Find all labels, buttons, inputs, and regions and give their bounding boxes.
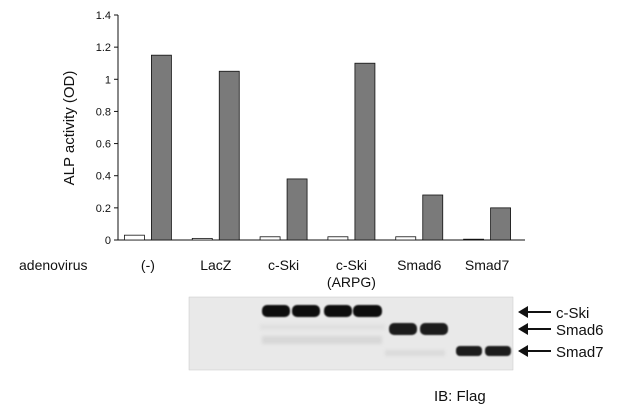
bar-series2-3 xyxy=(354,62,376,241)
category-axis-label: adenovirus xyxy=(19,257,88,273)
y-tick-label: 0.4 xyxy=(96,171,111,183)
bar-series1-2 xyxy=(259,236,281,241)
category-label: (-) xyxy=(141,257,155,273)
bar-series2-2 xyxy=(286,178,308,241)
category-labels: (-) LacZ c-Ski c-Ski (ARPG) Smad6 Smad7 xyxy=(141,257,510,290)
category-label: Smad6 xyxy=(397,257,442,273)
y-tick-label: 1 xyxy=(105,74,111,86)
bar-series1-1 xyxy=(191,237,213,241)
y-tick-label: 0.2 xyxy=(96,203,111,215)
arrow-left-icon xyxy=(518,306,551,318)
band-smad7-lane10 xyxy=(485,346,511,356)
y-tick-label: 0 xyxy=(105,235,111,247)
band-smad6-lane7 xyxy=(389,323,417,335)
blot-label-smad7: Smad7 xyxy=(556,344,604,361)
y-axis-label: ALP activity (OD) xyxy=(61,71,78,186)
bar-series2-4 xyxy=(422,194,444,241)
category-label: Smad7 xyxy=(465,257,510,273)
band-smad7-lane9 xyxy=(456,346,482,356)
band-c-ski-lane4 xyxy=(292,305,320,317)
bar-chart: ALP activity (OD) 0 0.2 0.4 0.6 0.8 1 1.2 1.4 a… xyxy=(19,10,525,290)
blot-bands xyxy=(262,305,511,356)
bar-series1-3 xyxy=(327,236,349,241)
band-c-ski-lane5 xyxy=(324,305,352,317)
bar-series2-0 xyxy=(151,54,172,241)
blot-label-c-ski: c-Ski xyxy=(556,305,589,322)
y-tick-label: 1.2 xyxy=(96,42,111,54)
bar-series1-0 xyxy=(124,234,145,241)
band-c-ski-lane6 xyxy=(353,305,382,317)
bars xyxy=(124,54,511,241)
band-c-ski-lane3 xyxy=(262,305,290,317)
category-label: c-Ski (ARPG) xyxy=(327,257,376,290)
y-tick-label: 0.6 xyxy=(96,139,111,151)
arrow-left-icon xyxy=(518,323,551,335)
western-blot: c-Ski Smad6 Smad7 IB: Flag xyxy=(188,296,604,405)
blot-caption: IB: Flag xyxy=(434,388,486,405)
category-label: c-Ski xyxy=(268,257,299,273)
bar-series1-5 xyxy=(463,238,484,241)
y-ticks: 0 0.2 0.4 0.6 0.8 1 1.2 1.4 xyxy=(96,10,118,247)
arrow-left-icon xyxy=(518,345,551,357)
bar-series1-4 xyxy=(395,236,417,241)
bar-series2-5 xyxy=(490,207,511,241)
blot-label-smad6: Smad6 xyxy=(556,322,604,339)
category-label: LacZ xyxy=(200,257,232,273)
y-tick-label: 0.8 xyxy=(96,106,111,118)
bar-series2-1 xyxy=(218,70,240,241)
y-tick-label: 1.4 xyxy=(96,10,111,22)
background-smudges xyxy=(260,324,445,356)
band-smad6-lane8 xyxy=(420,323,448,335)
